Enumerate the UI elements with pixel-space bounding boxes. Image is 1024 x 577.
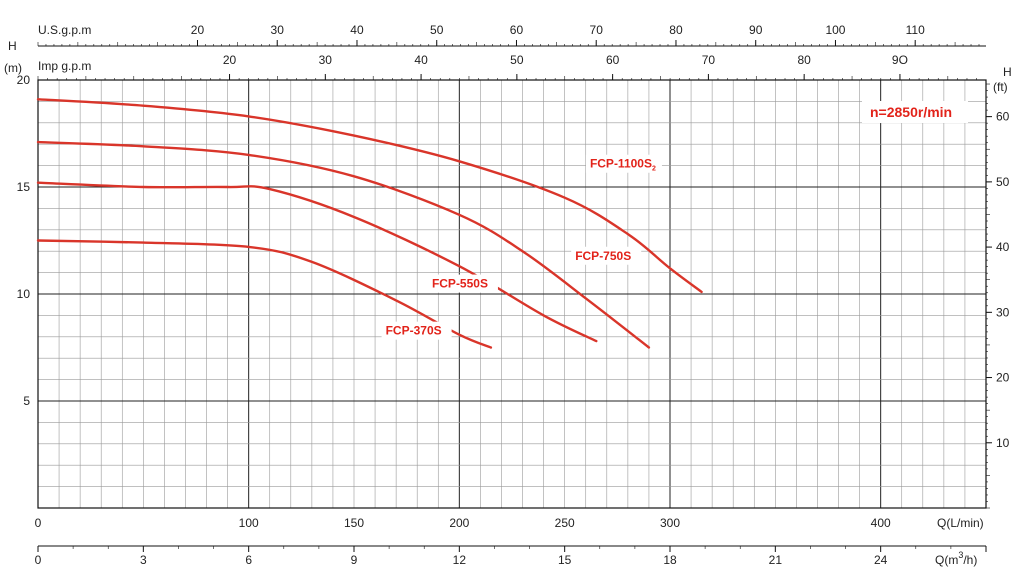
curve-fcp-550s — [36, 181, 598, 343]
right-tick-label: 40 — [996, 240, 1010, 254]
right-tick-label: 60 — [996, 110, 1010, 124]
right-tick-label: 30 — [996, 305, 1010, 319]
curve-label-bg — [585, 154, 662, 173]
bottom-m3h-tick-label: 0 — [35, 553, 42, 567]
right-tick-label: 20 — [996, 371, 1010, 385]
top-impgpm-tick-label: 60 — [606, 53, 620, 67]
top-impgpm-tick-label: 20 — [223, 53, 237, 67]
top-impgpm-tick-label: 40 — [414, 53, 428, 67]
curve-label-bg — [571, 246, 642, 265]
curve-label-bg — [381, 321, 452, 340]
right-tick-label: 10 — [996, 436, 1010, 450]
curve-label-bg — [427, 274, 498, 293]
curve-labels: FCP-1100S2 FCP-750S FCP-550S FCP-370S — [381, 154, 662, 340]
curve-label-fcp-550s: FCP-550S — [432, 277, 488, 291]
bottom-lmin-tick-label: 0 — [35, 516, 42, 530]
bottom-m3h-tick-label: 6 — [245, 553, 252, 567]
plot-border — [37, 79, 987, 509]
top-usgpm-tick-label: 70 — [590, 23, 604, 37]
top-impgpm-tick-label: 80 — [797, 53, 811, 67]
bottom-lmin-tick-label: 100 — [239, 516, 259, 530]
bottom-m3h-tick-label: 9 — [351, 553, 358, 567]
bottom-m3h-axis-label: Q(m3/h) — [935, 550, 977, 567]
left-tick-label: 5 — [23, 394, 30, 408]
bottom-lmin-tick-label: 400 — [871, 516, 891, 530]
left-axis-unit: (m) — [4, 61, 22, 75]
bottom-m3h-tick-label: 24 — [874, 553, 888, 567]
axis-titles: U.S.g.p.m Imp g.p.m H (m) H (ft) Q(L/min… — [4, 23, 1012, 567]
bottom-m3h-tick-label: 18 — [663, 553, 677, 567]
speed-badge: n=2850r/min — [862, 101, 968, 123]
left-tick-label: 20 — [17, 73, 31, 87]
bottom-lmin-tick-label: 250 — [555, 516, 575, 530]
top-usgpm-tick-label: 110 — [906, 23, 925, 37]
top-impgpm-tick-label: 30 — [319, 53, 333, 67]
bottom-lmin-tick-label: 300 — [660, 516, 680, 530]
top-usgpm-tick-label: 20 — [191, 23, 205, 37]
pump-curves — [36, 98, 703, 349]
top-usgpm-tick-label: 40 — [350, 23, 364, 37]
top-usgpm-tick-label: 80 — [669, 23, 683, 37]
top-usgpm-tick-label: 100 — [825, 23, 845, 37]
bottom-lmin-tick-label: 200 — [449, 516, 469, 530]
top-impgpm-tick-label: 70 — [702, 53, 716, 67]
speed-label: n=2850r/min — [870, 104, 952, 120]
bottom-m3h-tick-label: 15 — [558, 553, 572, 567]
bottom-m3h-tick-label: 3 — [140, 553, 147, 567]
curve-label-fcp-370s: FCP-370S — [386, 324, 442, 338]
top-impgpm-axis-label: Imp g.p.m — [38, 59, 91, 73]
curve-label-fcp-750s: FCP-750S — [575, 249, 631, 263]
top-usgpm-tick-label: 30 — [271, 23, 285, 37]
top-usgpm-tick-label: 60 — [510, 23, 524, 37]
curve-fcp-370s — [36, 239, 493, 349]
top-impgpm-tick-label: 50 — [510, 53, 524, 67]
top-usgpm-axis-label: U.S.g.p.m — [38, 23, 91, 37]
bottom-m3h-tick-label: 12 — [453, 553, 467, 567]
top-usgpm-tick-label: 50 — [430, 23, 444, 37]
bottom-lmin-axis-label: Q(L/min) — [937, 516, 984, 530]
curve-label-fcp-1100s: FCP-1100S2 — [590, 157, 656, 173]
right-axis-title: H — [1003, 65, 1012, 79]
left-tick-label: 15 — [17, 180, 31, 194]
left-axis-title: H — [8, 39, 17, 53]
top-usgpm-tick-label: 90 — [749, 23, 763, 37]
bottom-lmin-tick-label: 150 — [344, 516, 364, 530]
top-impgpm-tick-label: 9O — [892, 53, 908, 67]
left-tick-label: 10 — [17, 287, 31, 301]
curve-fcp-750s — [36, 140, 651, 349]
right-tick-label: 50 — [996, 175, 1010, 189]
bottom-m3h-tick-label: 21 — [769, 553, 783, 567]
curve-fcp-1100s — [36, 98, 703, 294]
plot-grid — [37, 79, 987, 509]
right-axis-unit: (ft) — [993, 80, 1008, 94]
